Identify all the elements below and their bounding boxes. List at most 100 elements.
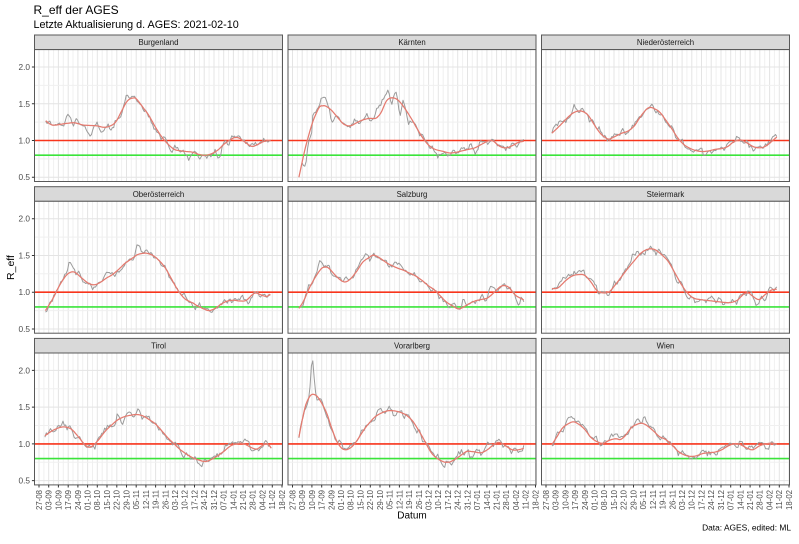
svg-text:21-01: 21-01 [239,490,248,510]
svg-text:17-12: 17-12 [444,490,453,510]
svg-text:07-01: 07-01 [727,490,736,510]
svg-text:18-02: 18-02 [278,490,287,510]
svg-text:Salzburg: Salzburg [397,190,428,199]
svg-text:12-11: 12-11 [142,490,151,509]
svg-text:01-10: 01-10 [337,489,346,510]
svg-text:05-11: 05-11 [639,490,648,509]
svg-text:1.0: 1.0 [18,439,30,449]
svg-text:12-11: 12-11 [649,490,658,509]
svg-text:27-08: 27-08 [288,490,297,510]
svg-text:17-12: 17-12 [697,490,706,510]
svg-text:10-09: 10-09 [54,490,63,510]
svg-text:10-09: 10-09 [561,490,570,510]
svg-text:0.5: 0.5 [18,324,30,334]
svg-text:01-10: 01-10 [84,489,93,510]
svg-text:Burgenland: Burgenland [139,38,179,47]
svg-text:14-01: 14-01 [483,490,492,510]
svg-text:03-09: 03-09 [552,490,561,510]
svg-text:Steiermark: Steiermark [647,190,685,199]
svg-text:21-01: 21-01 [746,490,755,510]
svg-text:24-12: 24-12 [707,490,716,510]
svg-text:10-12: 10-12 [434,490,443,510]
svg-text:24-12: 24-12 [200,490,209,510]
svg-text:03-09: 03-09 [45,490,54,510]
svg-text:29-10: 29-10 [376,489,385,510]
svg-text:24-09: 24-09 [74,490,83,510]
svg-text:27-08: 27-08 [542,490,551,510]
svg-text:Vorarlberg: Vorarlberg [394,342,430,351]
svg-text:27-08: 27-08 [35,490,44,510]
svg-text:26-11: 26-11 [161,490,170,509]
svg-text:10-12: 10-12 [181,490,190,510]
svg-text:07-01: 07-01 [473,490,482,510]
svg-text:Data: AGES, edited: ML: Data: AGES, edited: ML [702,523,791,533]
svg-text:1.0: 1.0 [18,287,30,297]
svg-text:15-10: 15-10 [356,489,365,510]
svg-text:26-11: 26-11 [668,490,677,509]
svg-text:03-12: 03-12 [678,490,687,510]
svg-text:Letzte Aktualisierung d. AGES:: Letzte Aktualisierung d. AGES: 2021-02-1… [34,19,239,31]
svg-text:03-09: 03-09 [298,490,307,510]
svg-text:04-02: 04-02 [766,490,775,510]
svg-text:08-10: 08-10 [347,489,356,510]
svg-text:Wien: Wien [657,342,675,351]
svg-text:R_eff: R_eff [5,255,17,280]
svg-text:19-11: 19-11 [659,490,668,509]
svg-text:28-01: 28-01 [249,490,258,510]
svg-text:01-10: 01-10 [591,489,600,510]
svg-text:17-09: 17-09 [64,490,73,510]
svg-text:29-10: 29-10 [629,489,638,510]
svg-text:18-02: 18-02 [785,490,794,510]
svg-text:22-10: 22-10 [366,489,375,510]
svg-text:05-11: 05-11 [132,490,141,509]
svg-text:19-11: 19-11 [152,490,161,509]
svg-text:05-11: 05-11 [386,490,395,509]
svg-text:08-10: 08-10 [600,489,609,510]
svg-text:14-01: 14-01 [736,490,745,510]
svg-text:Datum: Datum [397,511,426,522]
svg-text:2.0: 2.0 [18,365,30,375]
svg-text:1.5: 1.5 [18,99,30,109]
svg-text:10-12: 10-12 [688,490,697,510]
svg-text:Kärnten: Kärnten [398,38,425,47]
svg-text:21-01: 21-01 [493,490,502,510]
svg-text:2.0: 2.0 [18,214,30,224]
svg-text:22-10: 22-10 [113,489,122,510]
svg-text:0.5: 0.5 [18,476,30,486]
svg-text:28-01: 28-01 [756,490,765,510]
svg-text:26-11: 26-11 [415,490,424,509]
svg-text:11-02: 11-02 [268,490,277,509]
svg-text:24-09: 24-09 [581,490,590,510]
svg-text:14-01: 14-01 [229,490,238,510]
svg-text:07-01: 07-01 [220,490,229,510]
svg-text:19-11: 19-11 [405,490,414,509]
svg-text:04-02: 04-02 [259,490,268,510]
svg-text:31-12: 31-12 [210,490,219,510]
svg-text:08-10: 08-10 [93,489,102,510]
svg-text:15-10: 15-10 [610,489,619,510]
svg-text:2.0: 2.0 [18,62,30,72]
svg-text:17-12: 17-12 [190,490,199,510]
svg-text:04-02: 04-02 [512,490,521,510]
svg-text:24-12: 24-12 [454,490,463,510]
svg-text:Niederösterreich: Niederösterreich [637,38,694,47]
svg-text:11-02: 11-02 [775,490,784,509]
svg-text:15-10: 15-10 [103,489,112,510]
svg-text:03-12: 03-12 [425,490,434,510]
svg-text:17-09: 17-09 [318,490,327,510]
svg-text:R_eff der AGES: R_eff der AGES [34,3,119,17]
svg-text:28-01: 28-01 [502,490,511,510]
svg-text:10-09: 10-09 [308,490,317,510]
svg-text:29-10: 29-10 [122,489,131,510]
svg-text:11-02: 11-02 [522,490,531,509]
svg-text:1.5: 1.5 [18,251,30,261]
svg-text:31-12: 31-12 [717,490,726,510]
svg-text:Tirol: Tirol [151,342,166,351]
svg-text:03-12: 03-12 [171,490,180,510]
svg-text:1.0: 1.0 [18,136,30,146]
svg-text:1.5: 1.5 [18,402,30,412]
svg-text:31-12: 31-12 [463,490,472,510]
svg-text:12-11: 12-11 [395,490,404,509]
svg-text:0.5: 0.5 [18,172,30,182]
svg-text:22-10: 22-10 [620,489,629,510]
